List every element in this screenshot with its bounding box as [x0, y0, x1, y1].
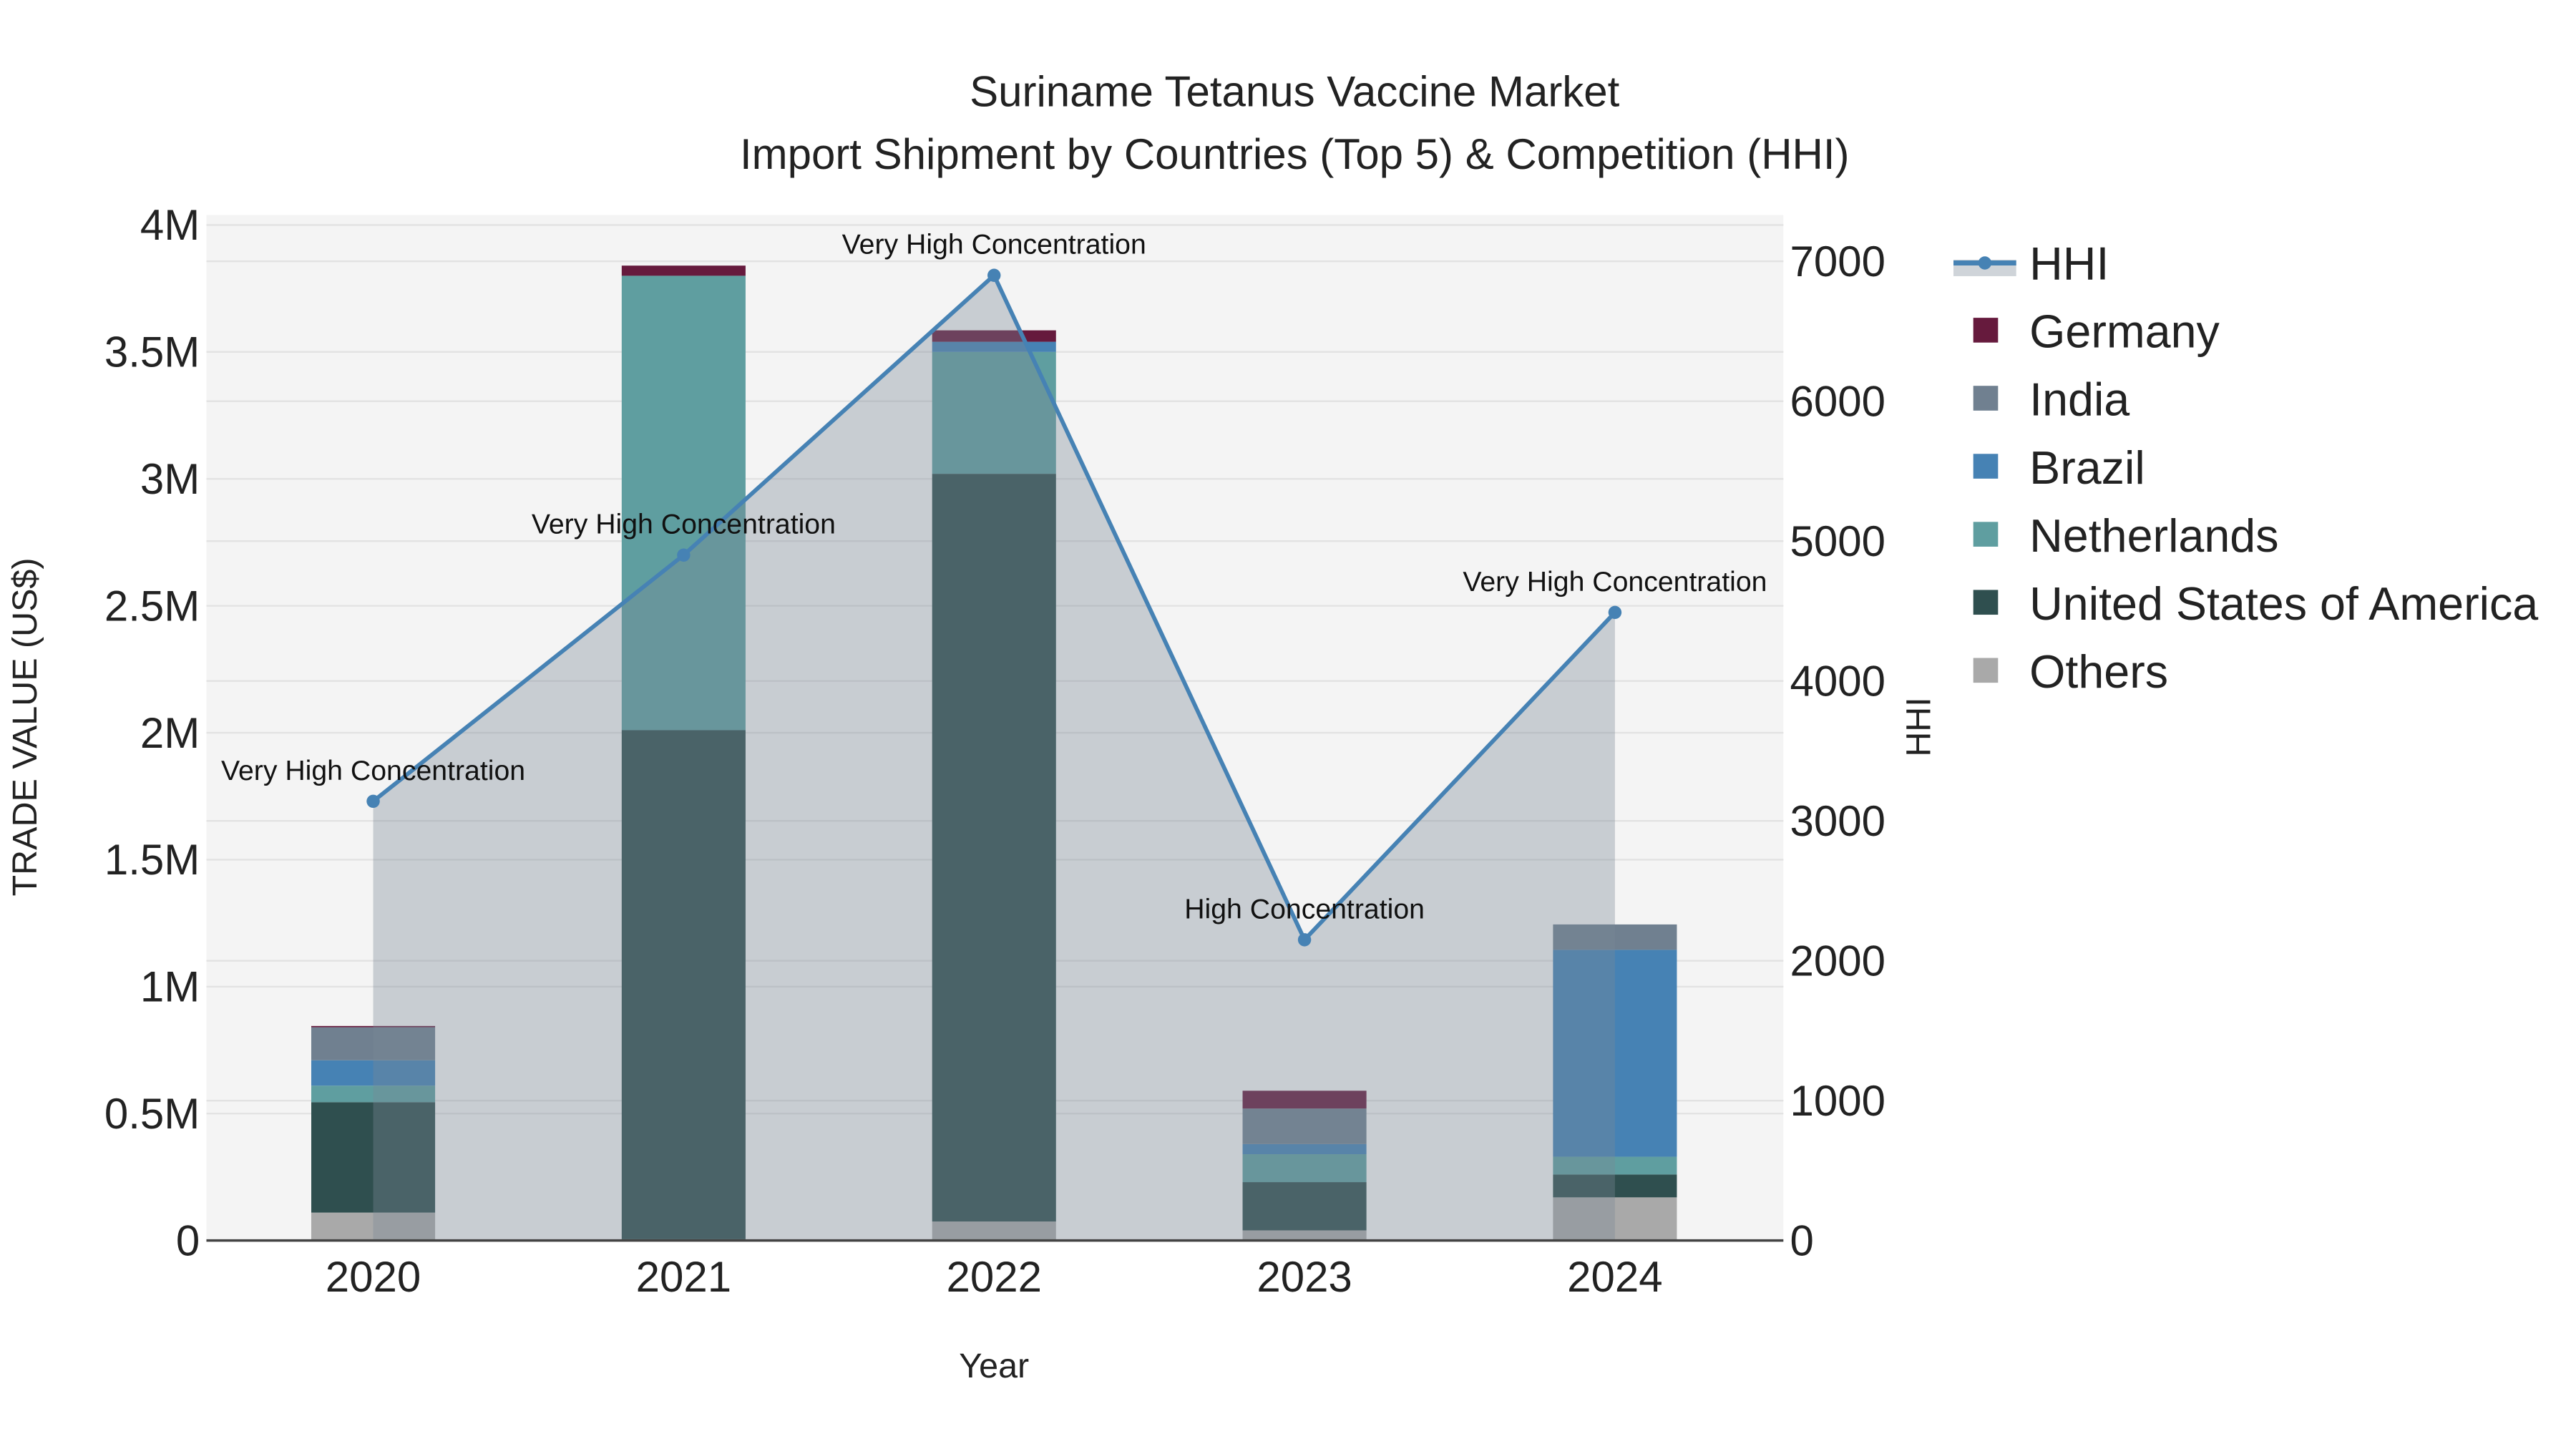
bars [311, 265, 1677, 1241]
x-tick-label: 2023 [1257, 1253, 1352, 1301]
bar-germany [621, 265, 746, 276]
hhi-annotation: Very High Concentration [1463, 566, 1767, 597]
y-axis-label: TRADE VALUE (US$) [6, 557, 44, 896]
bar-netherlands [311, 1085, 436, 1103]
bar-united-states-of-america [311, 1102, 436, 1213]
y-tick-label: 4M [140, 201, 200, 249]
legend-swatch-india [1973, 386, 1999, 411]
bar-united-states-of-america [932, 474, 1056, 1222]
y2-tick-label: 3000 [1790, 797, 1885, 845]
bar-brazil [1553, 950, 1677, 1157]
legend-label: Others [2029, 646, 2168, 698]
y2-tick-label: 6000 [1790, 377, 1885, 425]
y2-tick-label: 4000 [1790, 657, 1885, 705]
hhi-annotation: High Concentration [1184, 893, 1425, 924]
bar-netherlands [932, 351, 1056, 474]
hhi-area [373, 275, 1615, 1241]
y2-tick-label: 5000 [1790, 517, 1885, 565]
bar-united-states-of-america [1553, 1174, 1677, 1198]
y-tick-label: 1.5M [104, 836, 200, 884]
x-axis: 2020 2021 2022 2023 2024 [326, 1253, 1663, 1301]
x-axis-label: Year [959, 1347, 1029, 1385]
y-tick-label: 3.5M [104, 328, 200, 376]
legend-label: Germany [2029, 306, 2220, 358]
hhi-annotation: Very High Concentration [842, 229, 1146, 260]
bar-germany [1242, 1091, 1367, 1109]
x-tick-label: 2021 [636, 1253, 731, 1301]
y-tick-label: 0.5M [104, 1090, 200, 1138]
bar-india [1553, 924, 1677, 950]
hhi-point [1608, 605, 1622, 620]
y2-tick-label: 1000 [1790, 1077, 1885, 1125]
y2-axis: 0 1000 2000 3000 4000 5000 6000 7000 [1790, 238, 1885, 1264]
y2-tick-label: 2000 [1790, 937, 1885, 985]
legend-label: Brazil [2029, 442, 2145, 494]
bar-brazil [311, 1060, 436, 1086]
legend-swatch-united-states-of-america [1973, 590, 1999, 615]
bar-others [932, 1221, 1056, 1241]
hhi-point [366, 794, 380, 809]
hhi-annotation: Very High Concentration [532, 509, 836, 540]
y-tick-label: 0 [176, 1216, 200, 1264]
legend-marker-hhi [1978, 256, 1992, 270]
bar-netherlands [1242, 1154, 1367, 1183]
y-tick-label: 3M [140, 455, 200, 503]
y-tick-label: 2M [140, 709, 200, 757]
hhi-point [987, 268, 1001, 282]
legend-label: HHI [2029, 238, 2109, 290]
bar-united-states-of-america [1242, 1182, 1367, 1231]
bar-netherlands [1553, 1156, 1677, 1175]
hhi-point [1297, 933, 1312, 947]
y-tick-label: 1M [140, 963, 200, 1011]
bar-brazil [1242, 1143, 1367, 1155]
bar-united-states-of-america [621, 730, 746, 1239]
bar-india [1242, 1108, 1367, 1144]
y2-axis-label: HHI [1900, 697, 1938, 756]
legend-label: United States of America [2029, 578, 2538, 630]
chart-title: Suriname Tetanus Vaccine Market [970, 67, 1620, 115]
chart-subtitle: Import Shipment by Countries (Top 5) & C… [740, 130, 1850, 178]
hhi-area-fill [373, 275, 1615, 1241]
legend-swatch-germany [1973, 318, 1999, 343]
bar-others [1242, 1230, 1367, 1241]
y2-tick-label: 0 [1790, 1216, 1814, 1264]
hhi-line: Very High Concentration Very High Concent… [221, 229, 1767, 947]
y2-tick-label: 7000 [1790, 238, 1885, 286]
legend: HHI Germany India Brazil Netherlands United S… [1953, 238, 2538, 698]
legend-swatch-brazil [1973, 454, 1999, 479]
bar-netherlands [621, 275, 746, 731]
bar-others [311, 1212, 436, 1241]
bar-germany [311, 1025, 436, 1028]
bar-india [311, 1027, 436, 1060]
x-tick-label: 2020 [326, 1253, 421, 1301]
bar-others [1553, 1197, 1677, 1241]
hhi-point [677, 548, 691, 562]
legend-label: Netherlands [2029, 510, 2278, 562]
x-tick-label: 2022 [946, 1253, 1041, 1301]
legend-label: India [2029, 374, 2129, 426]
y-tick-label: 2.5M [104, 582, 200, 630]
legend-swatch-others [1973, 658, 1999, 683]
y-axis: 0 0.5M 1M 1.5M 2M 2.5M 3M 3.5M 4M [104, 201, 200, 1264]
legend-swatch-netherlands [1973, 522, 1999, 547]
hhi-annotation: Very High Concentration [221, 755, 525, 786]
x-tick-label: 2024 [1567, 1253, 1662, 1301]
